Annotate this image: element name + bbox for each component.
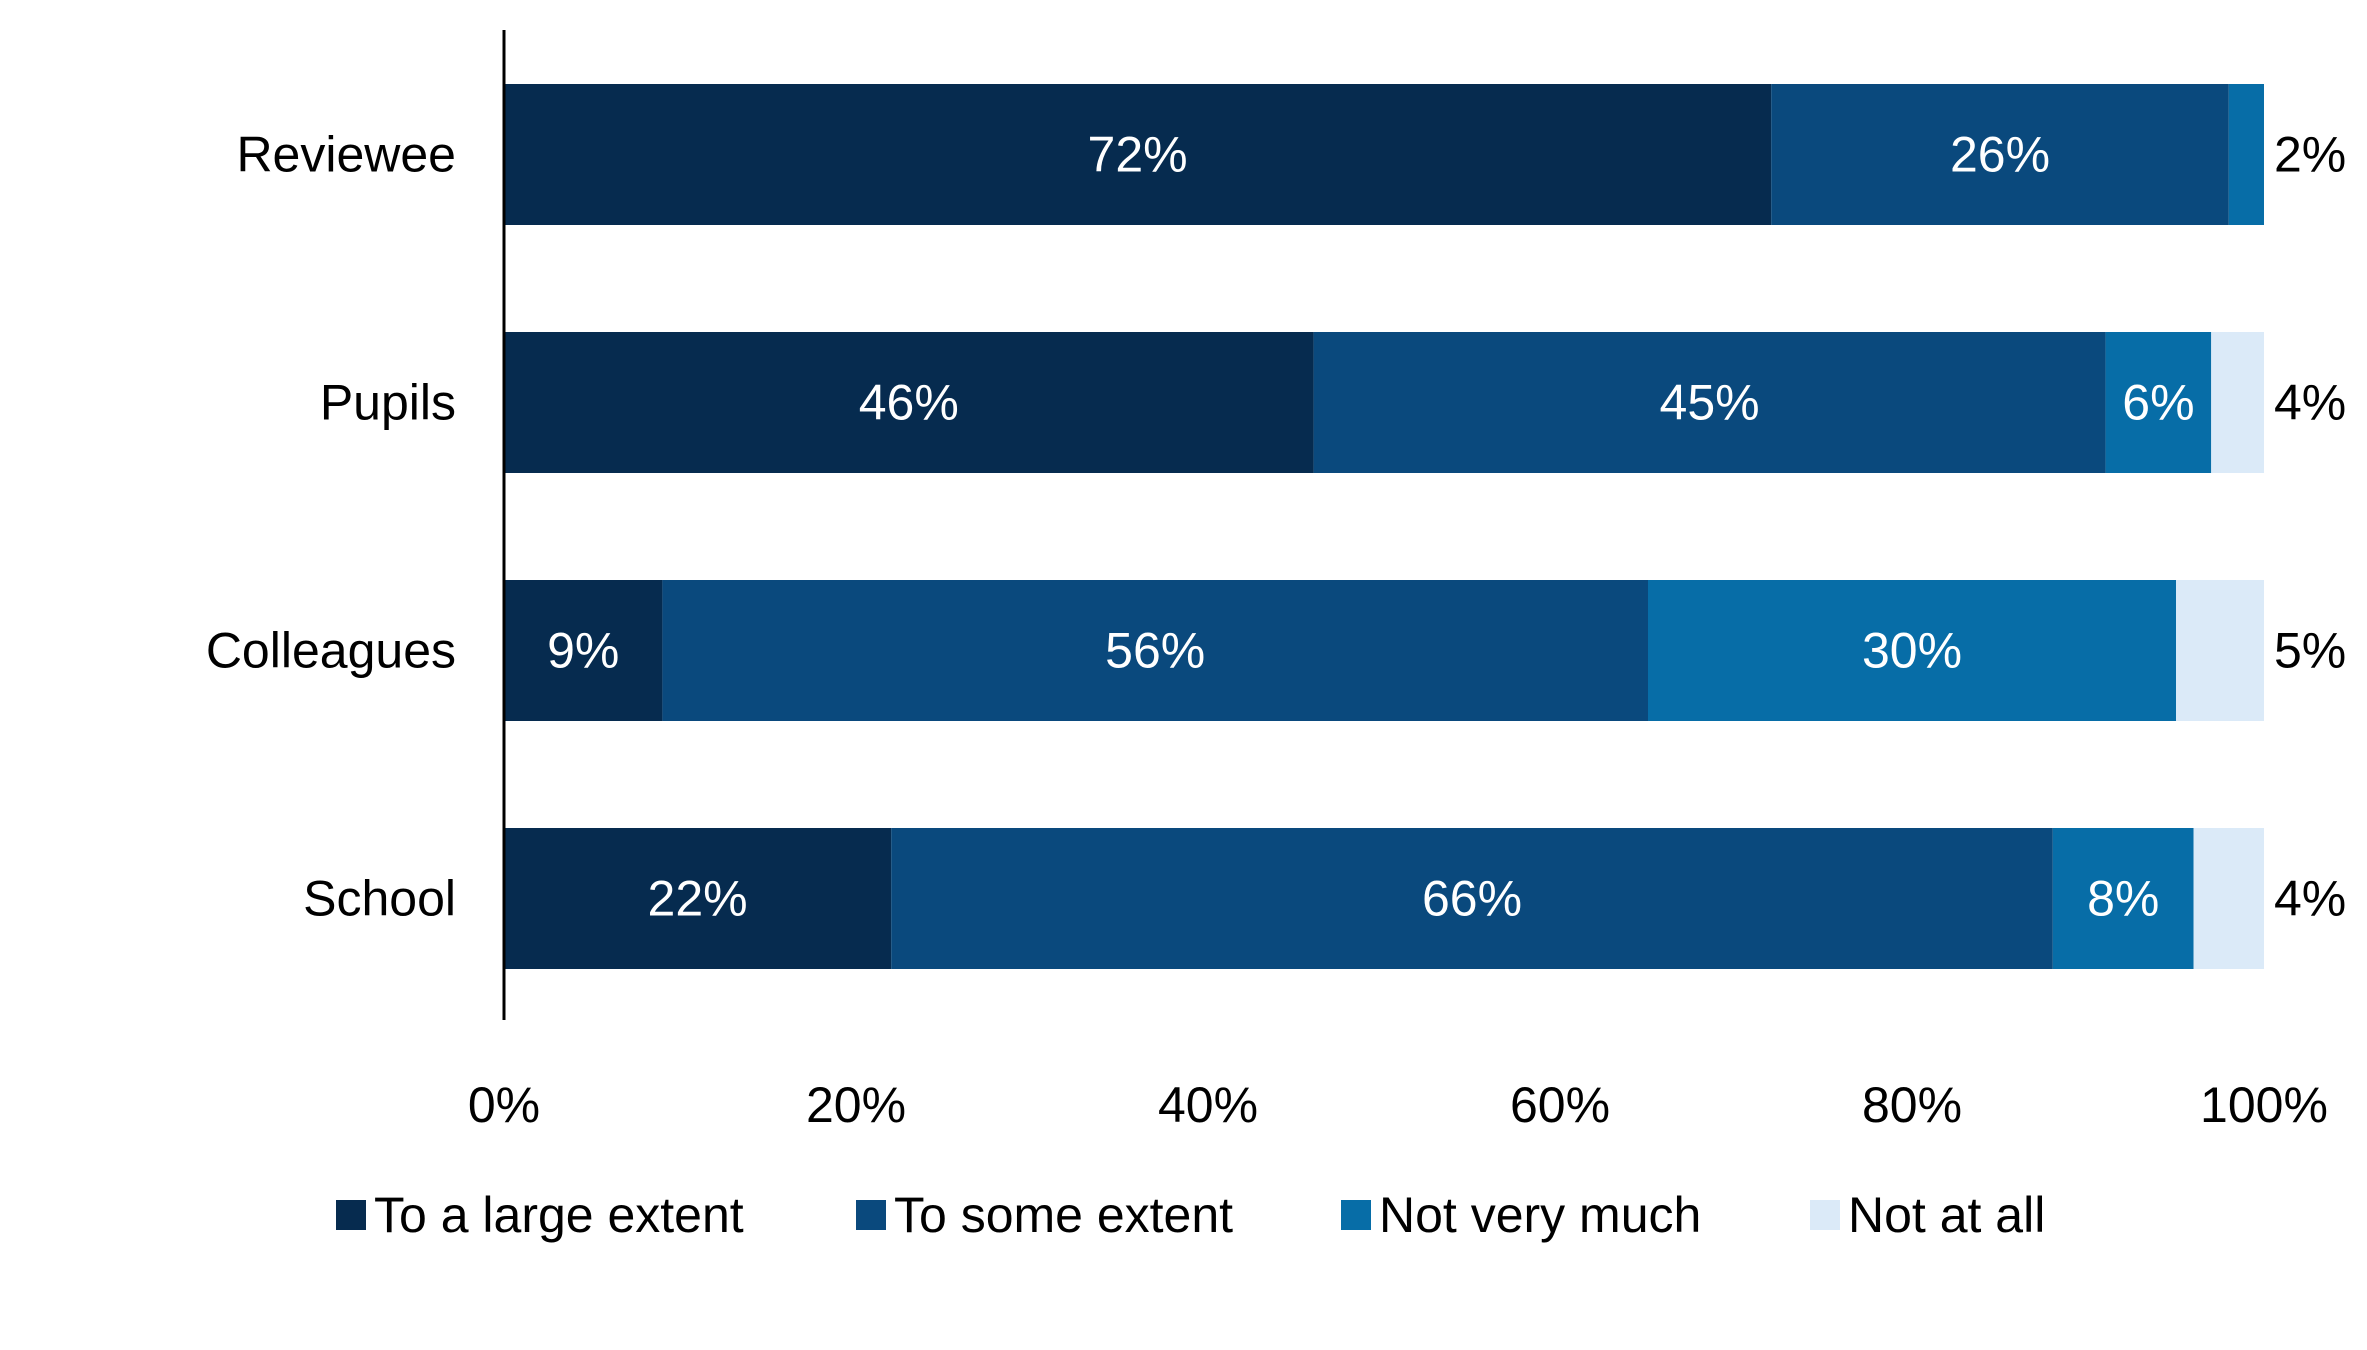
bar-reviewee-series-0 <box>504 84 1772 225</box>
x-axis-tick-labels: 0% 20% 40% 60% 80% 100% <box>468 1077 2328 1133</box>
legend-swatch-3 <box>1810 1200 1840 1230</box>
bar-label-pupils-series-1: 45% <box>1660 375 1760 431</box>
category-label-colleagues: Colleagues <box>206 623 456 679</box>
bar-label-school-series-0: 22% <box>648 871 748 927</box>
x-tick-label-80: 80% <box>1862 1077 1962 1133</box>
legend-swatch-0 <box>336 1200 366 1230</box>
bar-colleagues-series-3 <box>2176 580 2264 721</box>
bar-school-series-1 <box>891 828 2053 969</box>
outside-label-school: 4% <box>2274 871 2346 927</box>
legend-label-0: To a large extent <box>374 1187 744 1243</box>
bar-reviewee-series-1 <box>1771 84 2229 225</box>
bar-school-series-3 <box>2193 828 2264 969</box>
bar-pupils-series-3 <box>2211 332 2264 473</box>
category-label-school: School <box>303 871 456 927</box>
bar-pupils-series-2 <box>2105 332 2212 473</box>
category-labels-group: Reviewee Pupils Colleagues School <box>206 127 456 927</box>
outside-labels-group: 2% 4% 5% 4% <box>2274 127 2346 927</box>
bar-school-series-0 <box>504 828 892 969</box>
legend: To a large extent To some extent Not very … <box>336 1187 2045 1243</box>
bar-label-pupils-series-2: 6% <box>2122 375 2194 431</box>
bar-colleagues-series-0 <box>504 580 663 721</box>
bar-label-pupils-series-0: 46% <box>859 375 959 431</box>
bar-school-series-2 <box>2052 828 2194 969</box>
legend-swatch-1 <box>856 1200 886 1230</box>
legend-label-1: To some extent <box>894 1187 1233 1243</box>
outside-label-colleagues: 5% <box>2274 623 2346 679</box>
bars-group <box>504 84 2264 969</box>
bar-label-reviewee-series-0: 72% <box>1088 127 1188 183</box>
x-tick-label-0: 0% <box>468 1077 540 1133</box>
bar-label-school-series-2: 8% <box>2087 871 2159 927</box>
bar-colleagues-series-1 <box>662 580 1648 721</box>
x-tick-label-100: 100% <box>2200 1077 2328 1133</box>
legend-label-3: Not at all <box>1848 1187 2045 1243</box>
bar-label-colleagues-series-1: 56% <box>1105 623 1205 679</box>
x-tick-label-60: 60% <box>1510 1077 1610 1133</box>
x-tick-label-20: 20% <box>806 1077 906 1133</box>
bar-colleagues-series-2 <box>1648 580 2176 721</box>
bar-label-reviewee-series-1: 26% <box>1950 127 2050 183</box>
bar-label-colleagues-series-2: 30% <box>1862 623 1962 679</box>
outside-label-pupils: 4% <box>2274 375 2346 431</box>
category-label-pupils: Pupils <box>320 375 456 431</box>
legend-label-2: Not very much <box>1379 1187 1701 1243</box>
legend-swatch-2 <box>1341 1200 1371 1230</box>
bar-pupils-series-1 <box>1313 332 2106 473</box>
bar-labels-group: 72% 26% 46% 45% 6% 9% 56% 30% 22% 66% 8% <box>547 127 2194 927</box>
bar-label-school-series-1: 66% <box>1422 871 1522 927</box>
x-tick-label-40: 40% <box>1158 1077 1258 1133</box>
bar-label-colleagues-series-0: 9% <box>547 623 619 679</box>
category-label-reviewee: Reviewee <box>236 127 456 183</box>
bar-pupils-series-0 <box>504 332 1314 473</box>
outside-label-reviewee: 2% <box>2274 127 2346 183</box>
bar-reviewee-series-2 <box>2228 84 2264 225</box>
